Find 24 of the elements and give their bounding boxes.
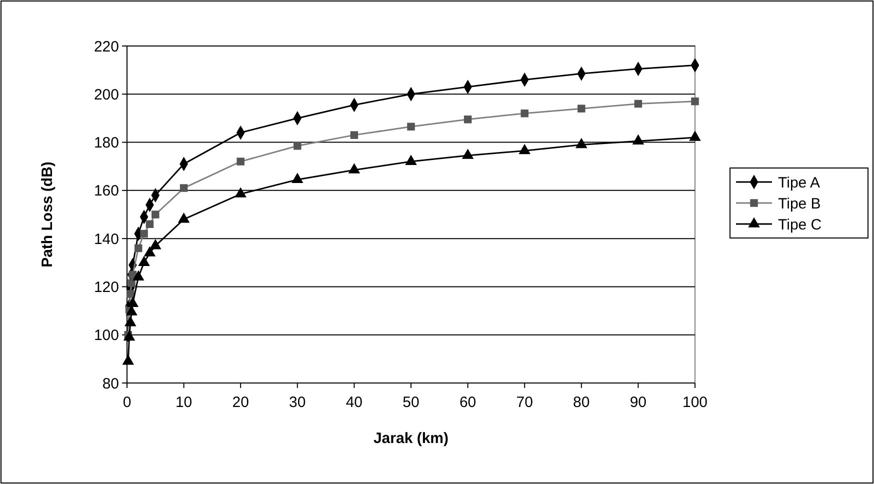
legend-label: Tipe A [778, 174, 820, 192]
x-tick-label: 40 [346, 394, 363, 411]
y-tick-label: 140 [94, 230, 119, 248]
legend-label: Tipe C [778, 216, 822, 234]
x-tick-label: 50 [402, 394, 420, 411]
x-tick-label: 30 [289, 394, 306, 411]
y-tick-label: 160 [94, 182, 119, 200]
x-tick-label: 10 [175, 394, 192, 411]
x-tick-label: 20 [232, 394, 249, 411]
y-tick-label: 220 [94, 38, 119, 56]
x-tick-label: 100 [682, 394, 708, 411]
x-tick-label: 0 [122, 394, 132, 411]
y-tick-label: 100 [94, 327, 119, 344]
y-axis-title: Path Loss (dB) [39, 162, 56, 268]
x-tick-label: 90 [630, 394, 647, 411]
legend-label: Tipe B [778, 195, 821, 212]
x-tick-label: 70 [516, 394, 533, 411]
x-tick-label: 60 [459, 394, 476, 411]
x-tick-label: 80 [573, 394, 590, 411]
y-tick-label: 180 [94, 134, 119, 152]
y-tick-label: 200 [94, 86, 119, 104]
y-tick-label: 80 [102, 375, 119, 392]
x-axis-title: Jarak (km) [373, 430, 449, 447]
y-tick-label: 120 [94, 278, 119, 296]
